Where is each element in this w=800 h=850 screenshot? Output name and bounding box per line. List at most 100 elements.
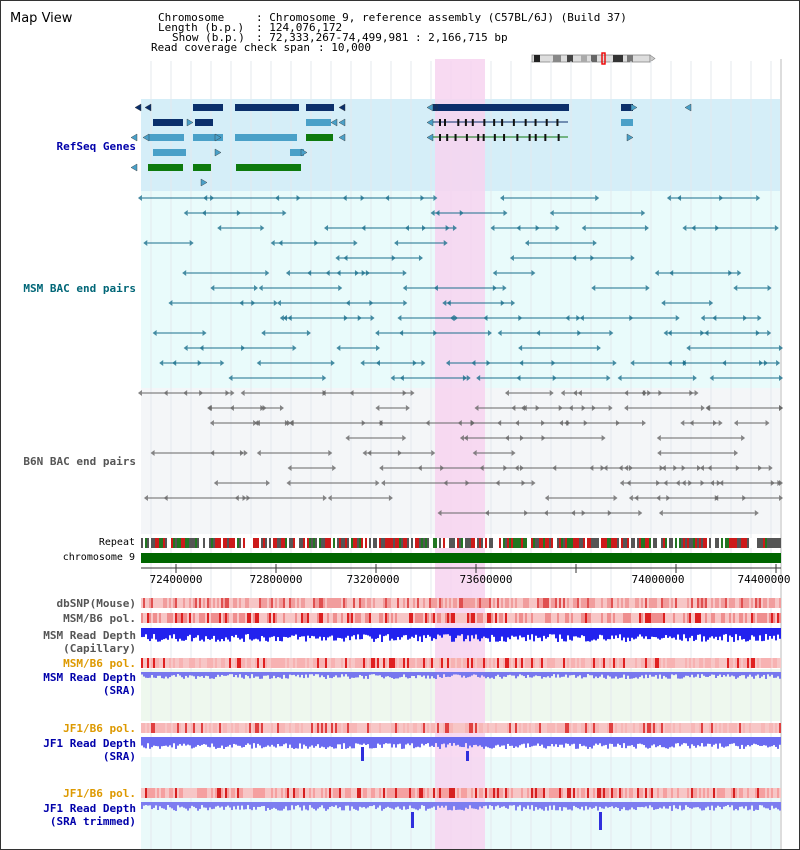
msm-sra-depth-bar <box>291 672 293 676</box>
repeat-segment <box>497 538 499 548</box>
chromosome-ideogram[interactable] <box>529 52 657 66</box>
msm-pol-cell <box>147 613 149 623</box>
dbsnp-cell <box>533 598 535 608</box>
msm-sra-pol-cell <box>717 658 719 668</box>
jf1-trim-pol-cell <box>175 788 177 798</box>
gene-exon <box>153 119 183 126</box>
jf1-trim-pol-cell <box>185 788 187 798</box>
msm-cap-depth-bar <box>401 628 403 638</box>
msm-pol-cell <box>307 613 309 623</box>
jf1-sra-depth-bar <box>377 737 379 744</box>
jf1-trim-pol-cell <box>383 788 385 798</box>
msm-sra-pol-cell <box>595 658 597 668</box>
msm-sra-depth-bar <box>577 672 579 677</box>
msm-sra-depth-bar <box>283 672 285 675</box>
jf1-sra-depth-bar <box>477 737 479 747</box>
dbsnp-cell <box>183 598 185 608</box>
jf1-pol-cell <box>737 723 739 733</box>
msm-cap-depth-bar <box>485 628 487 638</box>
msm-cap-depth-bar <box>479 628 481 642</box>
jf1-pol-cell <box>237 723 239 733</box>
msm-sra-depth-bar <box>425 672 427 679</box>
jf1-pol-cell <box>467 723 469 733</box>
jf1-trim-depth-bar <box>761 802 763 806</box>
repeat-segment <box>203 538 205 548</box>
repeat-segment <box>731 538 733 548</box>
jf1-trim-pol-cell <box>513 788 515 798</box>
msm-sra-pol-cell <box>541 658 543 668</box>
jf1-trim-pol-cell <box>339 788 341 798</box>
msm-pol-cell <box>451 613 453 623</box>
msm-sra-depth-bar <box>219 672 221 677</box>
jf1-trim-pol-cell <box>605 788 607 798</box>
msm-cap-depth-bar <box>669 628 671 637</box>
repeat-segment <box>481 538 483 548</box>
msm-cap-depth-bar <box>495 628 497 642</box>
jf1-trim-pol-cell <box>219 788 221 798</box>
msm-sra-depth-bar <box>543 672 545 678</box>
msm-pol-cell <box>275 613 277 623</box>
msm-sra-depth-bar <box>293 672 295 675</box>
dbsnp-cell <box>625 598 627 608</box>
jf1-sra-depth-bar <box>331 737 333 748</box>
track-label-msm-b6-pol: MSM/B6 pol. <box>63 612 136 625</box>
jf1-pol-cell <box>497 723 499 733</box>
jf1-pol-cell <box>549 723 551 733</box>
msm-pol-cell <box>667 613 669 623</box>
jf1-trim-pol-cell <box>497 788 499 798</box>
msm-pol-cell <box>273 613 275 623</box>
msm-sra-pol-cell <box>285 658 287 668</box>
jf1-sra-depth-bar <box>577 737 579 749</box>
jf1-pol-cell <box>185 723 187 733</box>
msm-sra-depth-bar <box>523 672 525 677</box>
jf1-pol-cell <box>449 723 451 733</box>
jf1-trim-depth-bar <box>223 802 225 810</box>
jf1-pol-cell <box>693 723 695 733</box>
msm-pol-cell <box>755 613 757 623</box>
msm-bac-pair-end <box>442 300 447 306</box>
repeat-segment <box>693 538 695 548</box>
jf1-pol-cell <box>695 723 697 733</box>
repeat-segment <box>459 538 461 548</box>
jf1-trim-depth-bar <box>641 802 643 807</box>
msm-pol-cell <box>767 613 769 623</box>
jf1-pol-cell <box>531 723 533 733</box>
jf1-sra-depth-bar <box>573 737 575 744</box>
repeat-segment <box>373 538 375 548</box>
jf1-trim-depth-bar <box>697 802 699 808</box>
repeat-segment <box>287 538 289 548</box>
msm-sra-depth-bar <box>767 672 769 675</box>
repeat-segment <box>463 538 465 548</box>
repeat-segment <box>291 538 293 548</box>
jf1-trim-pol-cell <box>693 788 695 798</box>
msm-cap-depth-bar <box>463 628 465 642</box>
repeat-segment <box>421 538 423 548</box>
jf1-sra-depth-bar <box>149 737 151 749</box>
repeat-segment <box>751 538 753 548</box>
jf1-pol-cell <box>679 723 681 733</box>
jf1-trim-pol-cell <box>151 788 153 798</box>
msm-pol-cell <box>185 613 187 623</box>
msm-cap-depth-bar <box>277 628 279 638</box>
msm-sra-depth-bar <box>511 672 513 676</box>
msm-pol-cell <box>259 613 261 623</box>
jf1-trim-depth-bar <box>307 802 309 811</box>
jf1-sra-depth-bar <box>155 737 157 747</box>
b6n-bac-pair-end <box>322 495 327 501</box>
jf1-sra-depth-bar <box>523 737 525 744</box>
jf1-trim-depth-bar <box>723 802 725 807</box>
dbsnp-cell <box>609 598 611 608</box>
repeat-segment <box>543 538 545 548</box>
jf1-sra-depth-bar <box>647 737 649 749</box>
repeat-segment <box>393 538 395 548</box>
jf1-pol-cell <box>173 723 175 733</box>
repeat-segment <box>275 538 277 548</box>
jf1-pol-cell <box>165 723 167 733</box>
jf1-pol-cell <box>591 723 593 733</box>
jf1-sra-depth-bar <box>757 737 759 745</box>
jf1-trim-depth-bar <box>203 802 205 808</box>
repeat-segment <box>277 538 279 548</box>
msm-sra-depth-bar <box>457 672 459 675</box>
jf1-pol-cell <box>321 723 323 733</box>
